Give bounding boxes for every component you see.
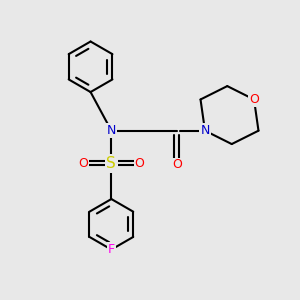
Text: F: F: [108, 243, 115, 256]
Text: O: O: [172, 158, 182, 171]
Text: S: S: [106, 156, 116, 171]
Text: O: O: [249, 93, 259, 106]
Text: N: N: [107, 124, 116, 137]
Text: O: O: [78, 157, 88, 170]
Text: N: N: [200, 124, 210, 137]
Text: O: O: [135, 157, 145, 170]
